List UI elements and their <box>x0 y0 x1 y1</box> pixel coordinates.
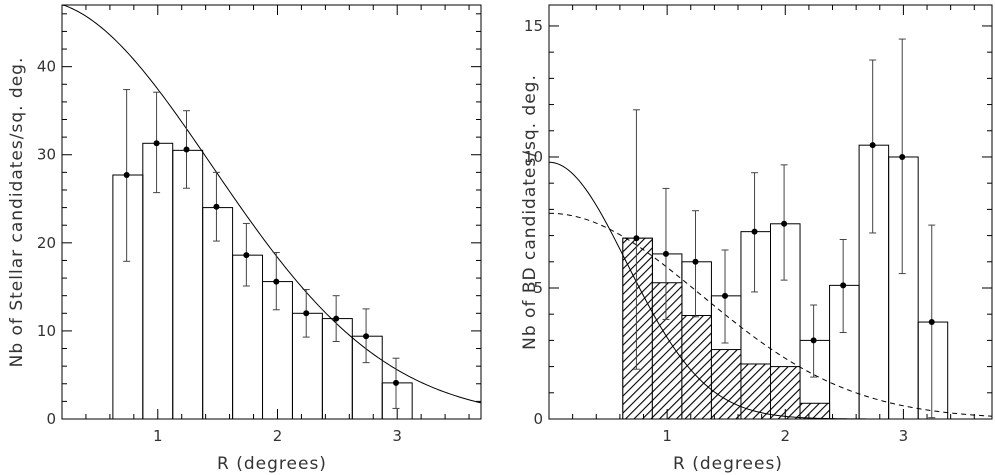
y-tick-label: 10 <box>524 148 543 166</box>
data-point <box>662 250 669 257</box>
data-point <box>123 172 130 179</box>
hatched-histogram-bar <box>651 282 683 420</box>
y-tick-label: 0 <box>533 410 543 428</box>
bd-candidates-panel: Nb of BD candidates/sq. deg. R (degrees)… <box>520 4 993 474</box>
data-point <box>810 337 817 344</box>
data-point <box>213 203 220 210</box>
x-tick-label: 3 <box>899 427 909 445</box>
histogram-bar <box>232 254 264 420</box>
hatched-histogram-bar <box>710 349 742 420</box>
histogram-bar <box>202 207 234 420</box>
data-point <box>869 142 876 149</box>
data-point <box>692 258 699 265</box>
data-point <box>153 140 160 147</box>
model-curve <box>548 161 992 420</box>
plot-frame <box>61 4 482 420</box>
y-tick-label: 15 <box>524 17 543 35</box>
data-point <box>781 220 788 227</box>
hatched-histogram-bar <box>681 315 712 420</box>
hatched-histogram-bar <box>622 237 653 420</box>
y-tick-label: 30 <box>37 146 56 164</box>
data-point <box>393 379 400 386</box>
x-tick-label: 1 <box>662 427 672 445</box>
hatched-histogram-bar <box>740 363 772 420</box>
data-point <box>899 153 906 160</box>
x-tick-label: 2 <box>273 427 283 445</box>
histogram-bar <box>142 142 174 420</box>
y-tick-label: 5 <box>533 279 543 297</box>
data-point <box>722 292 729 299</box>
histogram-bar <box>262 281 293 420</box>
histogram-bar <box>829 284 860 420</box>
data-point <box>363 333 370 340</box>
y-axis-title: Nb of Stellar candidates/sq. deg. <box>7 57 27 368</box>
histogram-bar <box>172 149 204 420</box>
hatched-histogram-bar <box>799 402 831 420</box>
data-point <box>840 282 847 289</box>
stellar-candidates-panel: Nb of Stellar candidates/sq. deg. R (deg… <box>7 4 482 474</box>
data-point <box>751 228 758 235</box>
y-axis-title: Nb of BD candidates/sq. deg. <box>520 74 540 350</box>
model-curve <box>61 4 482 404</box>
histogram-bar <box>917 321 949 420</box>
data-point <box>303 310 310 317</box>
x-tick-label: 3 <box>392 427 402 445</box>
x-tick-label: 2 <box>780 427 790 445</box>
histogram-bar <box>351 335 383 420</box>
x-axis-title: R (degrees) <box>217 454 327 474</box>
data-point <box>243 252 250 259</box>
y-tick-label: 0 <box>46 410 56 428</box>
x-tick-label: 1 <box>153 427 163 445</box>
data-point <box>633 235 640 242</box>
histogram-bar <box>112 174 144 420</box>
data-point <box>333 315 340 322</box>
y-tick-label: 40 <box>37 58 56 76</box>
y-tick-label: 10 <box>37 322 56 340</box>
x-axis-title: R (degrees) <box>673 454 783 474</box>
data-point <box>928 319 935 326</box>
histogram-bar <box>291 312 323 420</box>
histogram-bar <box>858 144 890 420</box>
y-tick-label: 20 <box>37 234 56 252</box>
histogram-bar <box>888 156 919 420</box>
data-point <box>183 146 190 153</box>
model-curve-dashed <box>548 212 993 417</box>
data-point <box>273 278 280 285</box>
